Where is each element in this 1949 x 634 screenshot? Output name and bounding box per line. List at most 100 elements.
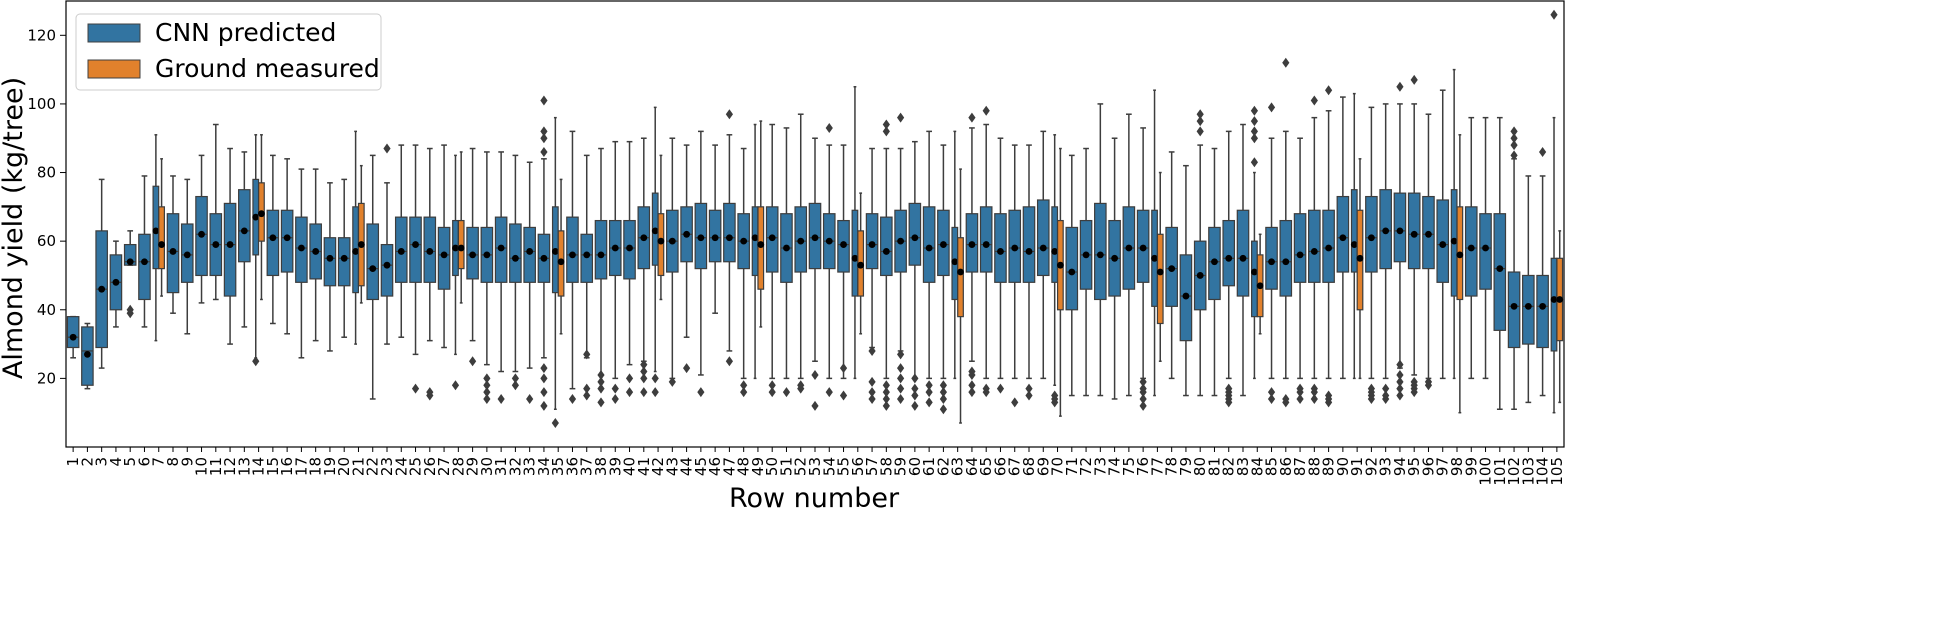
outlier-marker — [597, 397, 605, 408]
outlier-marker — [640, 366, 648, 377]
outlier-marker — [897, 383, 905, 394]
cnn-box-row-50 — [765, 123, 779, 398]
outlier-marker — [483, 387, 491, 398]
cnn-box-row-33 — [523, 161, 536, 404]
cnn-box-row-67 — [1008, 144, 1022, 408]
mean-marker — [1011, 244, 1019, 252]
mean-marker — [1410, 230, 1418, 238]
x-tick-label: 14 — [250, 457, 268, 476]
mean-marker — [951, 258, 959, 266]
box-iqr — [880, 216, 893, 277]
outlier-marker — [968, 380, 976, 391]
x-tick-label: 100 — [1477, 457, 1495, 486]
y-tick-label: 60 — [37, 232, 56, 250]
cnn-box-row-3 — [95, 178, 108, 369]
box-iqr — [1350, 189, 1358, 273]
outlier-marker — [551, 417, 559, 428]
outlier-marker — [882, 126, 890, 137]
box-iqr — [1550, 257, 1558, 352]
x-tick-label: 35 — [549, 457, 567, 476]
mean-marker — [1051, 248, 1059, 255]
outlier-marker — [996, 383, 1005, 394]
ground-box-row-7 — [158, 158, 165, 297]
outlier-marker — [540, 95, 548, 106]
outlier-marker — [939, 404, 947, 415]
mean-marker — [169, 248, 177, 255]
outlier-marker — [1250, 126, 1259, 137]
y-axis: 20 40 60 80 100 120 — [27, 26, 66, 387]
x-tick-label: 67 — [1006, 457, 1024, 476]
cnn-box-row-13 — [238, 151, 251, 328]
mean-marker — [1425, 230, 1432, 238]
cnn-box-row-99 — [1464, 116, 1478, 380]
mean-marker — [640, 234, 648, 242]
cnn-box-row-36 — [566, 130, 579, 404]
mean-marker — [851, 254, 859, 262]
outlier-marker — [1139, 383, 1147, 394]
box-iqr — [908, 202, 922, 266]
mean-marker — [269, 234, 277, 242]
cnn-box-row-35 — [551, 116, 559, 428]
outlier-marker — [882, 119, 890, 130]
mean-marker — [751, 234, 759, 242]
box-iqr — [1279, 219, 1293, 297]
mean-marker — [212, 241, 220, 248]
outlier-marker — [625, 373, 634, 384]
x-tick-label: 41 — [635, 457, 653, 476]
x-tick-label: 7 — [150, 457, 168, 467]
mean-marker — [1539, 302, 1546, 310]
outlier-marker — [1267, 393, 1276, 404]
cnn-box-row-97 — [1436, 89, 1450, 380]
ground-box-row-77 — [1156, 171, 1164, 362]
cnn-box-row-8 — [166, 175, 180, 314]
cnn-box-row-74 — [1108, 137, 1121, 400]
legend: CNN predicted Ground measured — [75, 13, 382, 91]
outlier-marker — [1410, 376, 1418, 387]
mean-marker — [1496, 265, 1504, 272]
box-iqr — [566, 216, 579, 283]
outlier-marker — [483, 373, 491, 384]
outlier-marker — [451, 380, 460, 391]
cnn-box-row-4 — [109, 240, 123, 328]
x-tick-label: 4 — [107, 457, 125, 467]
outlier-marker — [882, 380, 890, 391]
cnn-box-row-47 — [723, 109, 736, 367]
x-tick-label: 54 — [820, 457, 838, 476]
mean-marker — [183, 251, 191, 259]
y-tick-label: 100 — [27, 95, 56, 113]
x-tick-label: 25 — [407, 457, 425, 476]
outlier-marker — [1250, 116, 1259, 127]
cnn-box-row-79 — [1179, 164, 1193, 397]
box-iqr — [1065, 226, 1079, 311]
box-iqr — [1336, 195, 1350, 273]
cnn-box-row-86 — [1279, 57, 1293, 408]
outlier-marker — [897, 373, 905, 384]
x-tick-label: 22 — [364, 457, 382, 476]
mean-marker — [651, 227, 659, 235]
outlier-marker — [925, 397, 933, 408]
cnn-box-row-42 — [651, 106, 659, 398]
mean-marker — [1082, 251, 1090, 259]
cnn-box-row-51 — [780, 127, 793, 398]
x-tick-label: 63 — [949, 457, 967, 476]
mean-marker — [357, 241, 365, 248]
x-tick-label: 21 — [349, 457, 367, 476]
box-iqr — [409, 216, 422, 283]
cnn-box-row-84 — [1250, 105, 1259, 380]
mean-marker — [897, 237, 904, 245]
box-iqr — [238, 189, 251, 263]
x-tick-label: 19 — [321, 457, 339, 476]
legend-label-cnn-predicted: CNN predicted — [155, 18, 336, 47]
outlier-marker — [1382, 383, 1390, 394]
x-tick-label: 46 — [706, 457, 724, 476]
x-tick-label: 17 — [292, 457, 310, 476]
outlier-marker — [1424, 376, 1433, 387]
box-iqr — [223, 202, 237, 297]
box-iqr — [1222, 219, 1236, 287]
cnn-box-row-62 — [937, 144, 950, 415]
outlier-marker — [811, 369, 819, 380]
x-tick-label: 50 — [763, 457, 781, 476]
outlier-marker — [252, 356, 260, 367]
outlier-marker — [825, 387, 833, 398]
x-tick-label: 42 — [649, 457, 667, 476]
